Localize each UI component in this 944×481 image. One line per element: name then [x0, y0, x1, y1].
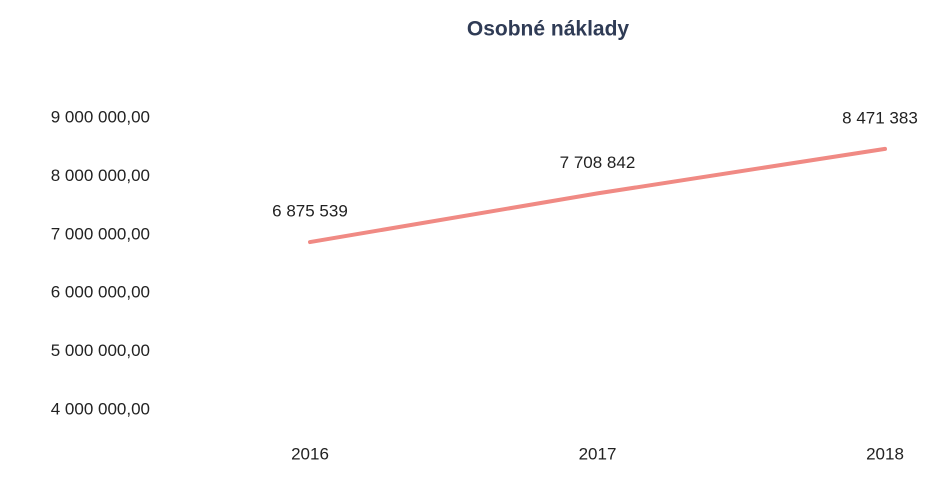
y-tick-label: 7 000 000,00	[51, 224, 150, 243]
y-tick-label: 8 000 000,00	[51, 166, 150, 185]
chart-title: Osobné náklady	[467, 18, 630, 41]
data-line	[308, 146, 887, 245]
data-label: 8 471 383	[842, 108, 918, 127]
x-tick-label: 2017	[579, 444, 617, 463]
y-tick-label: 9 000 000,00	[51, 107, 150, 126]
y-tick-label: 5 000 000,00	[51, 341, 150, 360]
y-tick-label: 4 000 000,00	[51, 399, 150, 418]
data-label: 7 708 842	[560, 153, 636, 172]
x-tick-label: 2016	[291, 444, 329, 463]
x-tick-label: 2018	[866, 444, 904, 463]
y-tick-label: 6 000 000,00	[51, 283, 150, 302]
data-label: 6 875 539	[272, 202, 348, 221]
